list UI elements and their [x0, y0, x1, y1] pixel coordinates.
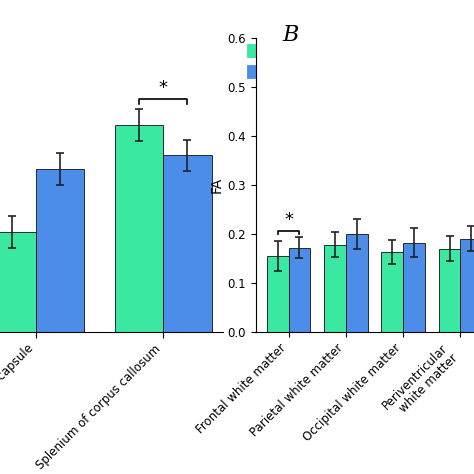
Bar	[115, 125, 163, 474]
Bar	[267, 256, 289, 332]
Bar	[163, 155, 211, 474]
Bar	[403, 243, 425, 332]
Legend: WMI, nWMI: WMI, nWMI	[242, 39, 319, 84]
Y-axis label: FA: FA	[210, 177, 223, 193]
Bar	[382, 252, 403, 332]
Bar	[460, 239, 474, 332]
Text: *: *	[159, 79, 168, 97]
Bar	[346, 234, 367, 332]
Text: *: *	[284, 211, 293, 229]
Bar	[324, 245, 346, 332]
Bar	[289, 247, 310, 332]
Bar	[438, 248, 460, 332]
Bar	[0, 232, 36, 474]
Text: B: B	[282, 24, 299, 46]
Bar	[36, 169, 84, 474]
